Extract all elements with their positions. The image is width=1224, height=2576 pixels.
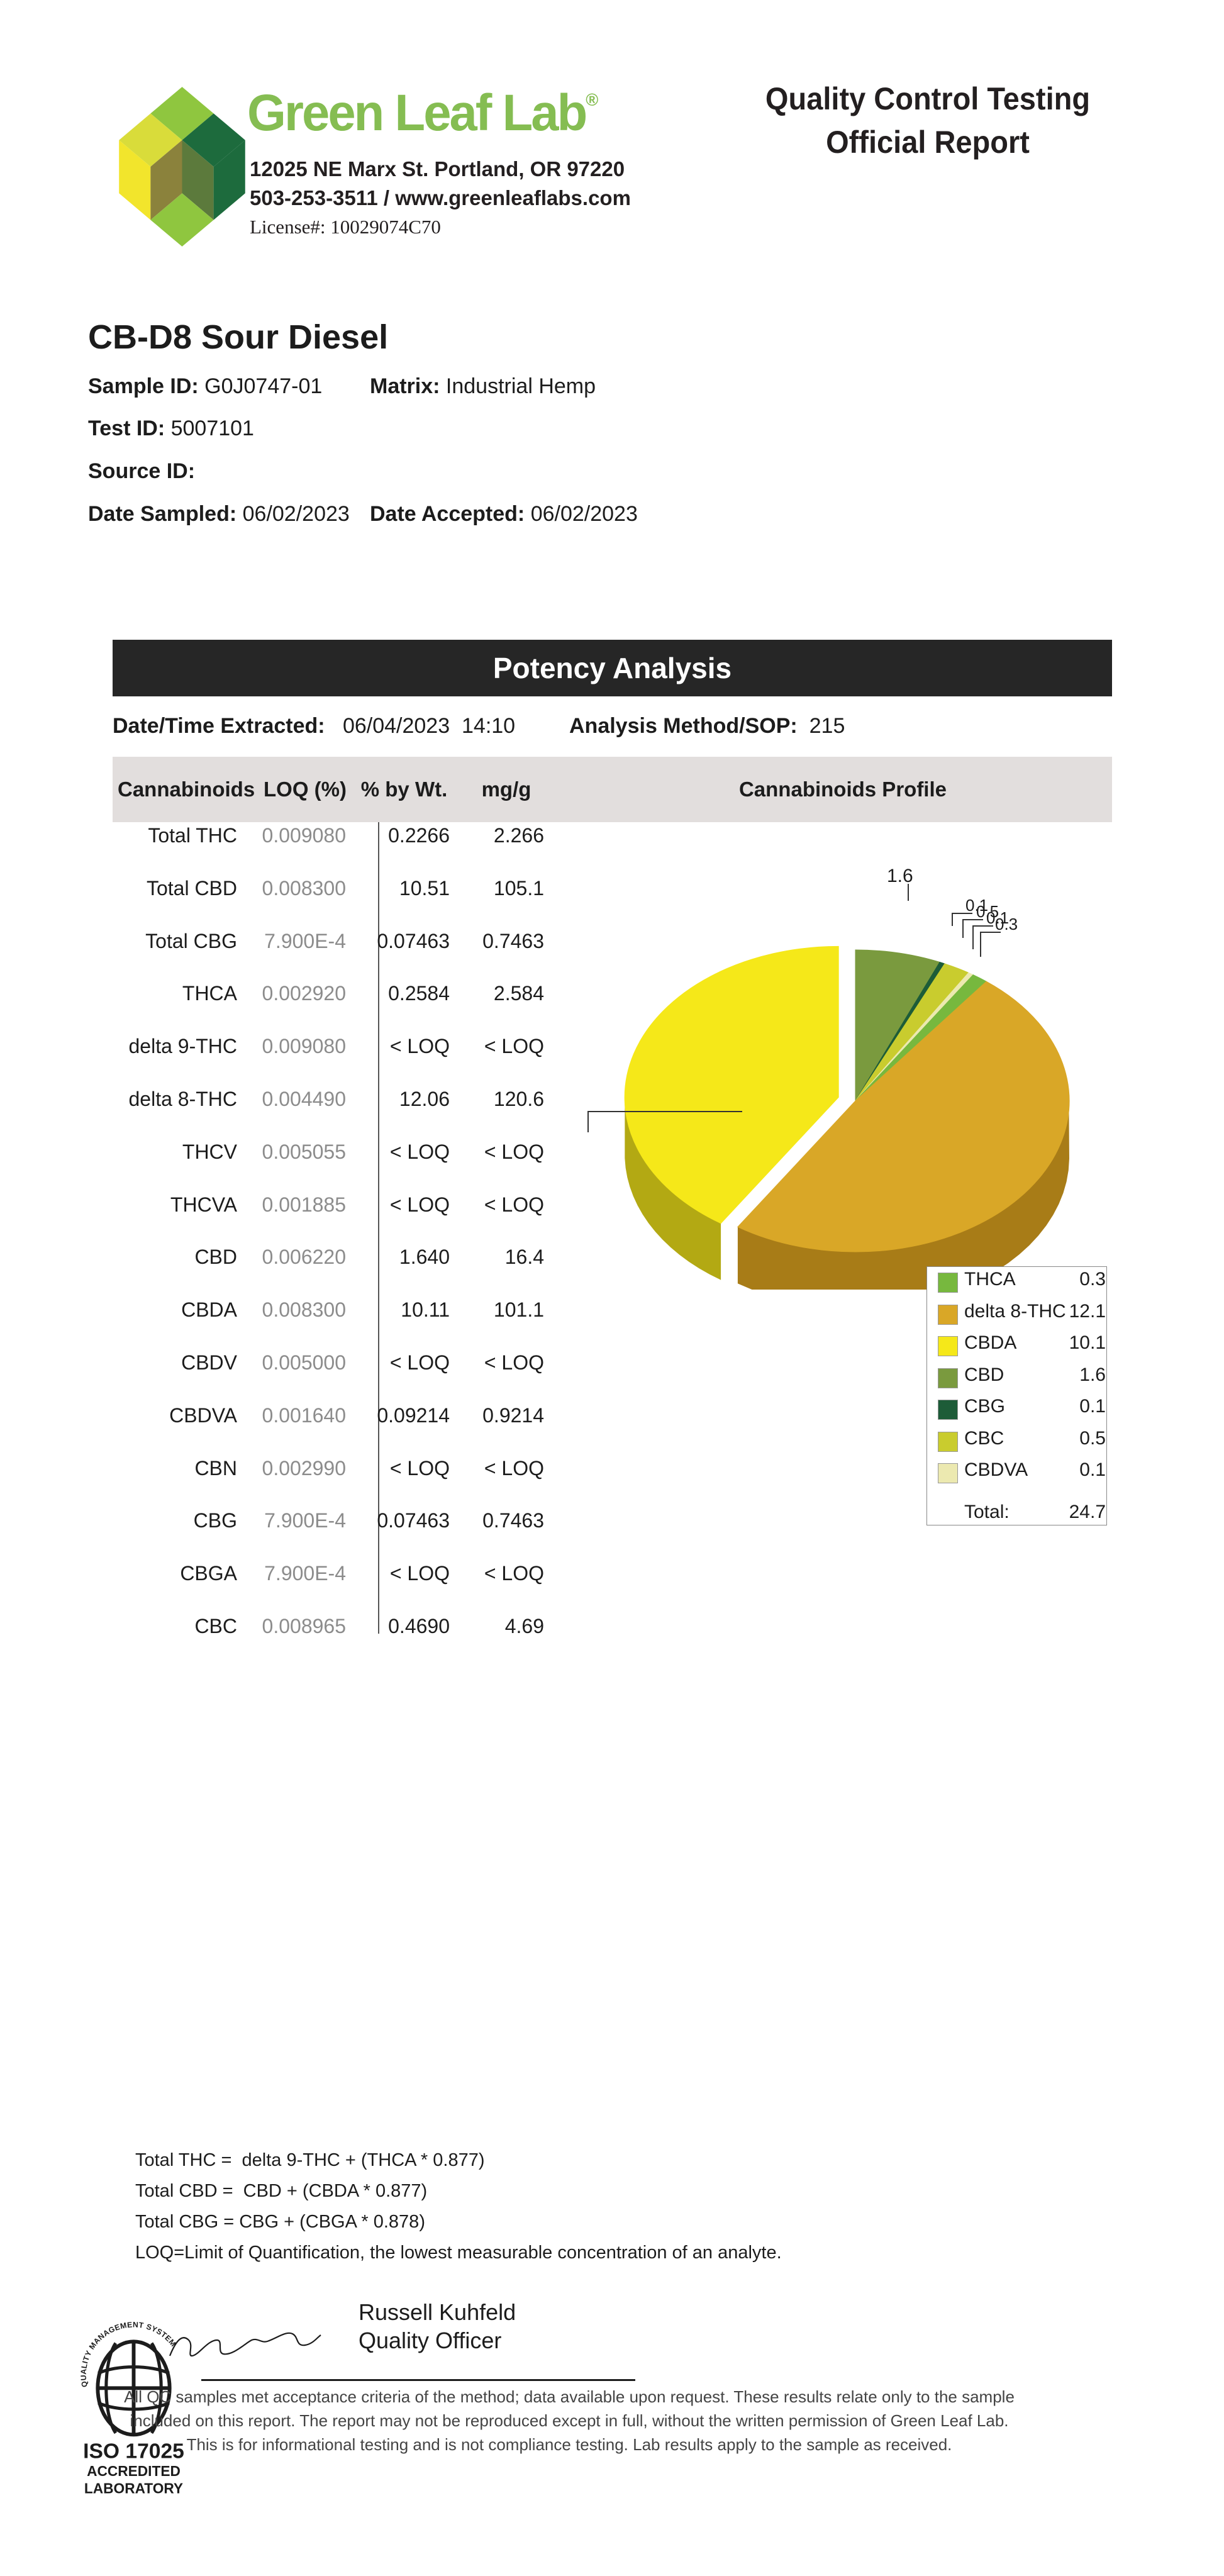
svg-text:ACCREDITED: ACCREDITED [87, 2463, 181, 2479]
svg-text:LABORATORY: LABORATORY [84, 2480, 183, 2497]
svg-text:1.6: 1.6 [887, 866, 913, 886]
svg-text:0.3: 0.3 [995, 915, 1018, 934]
